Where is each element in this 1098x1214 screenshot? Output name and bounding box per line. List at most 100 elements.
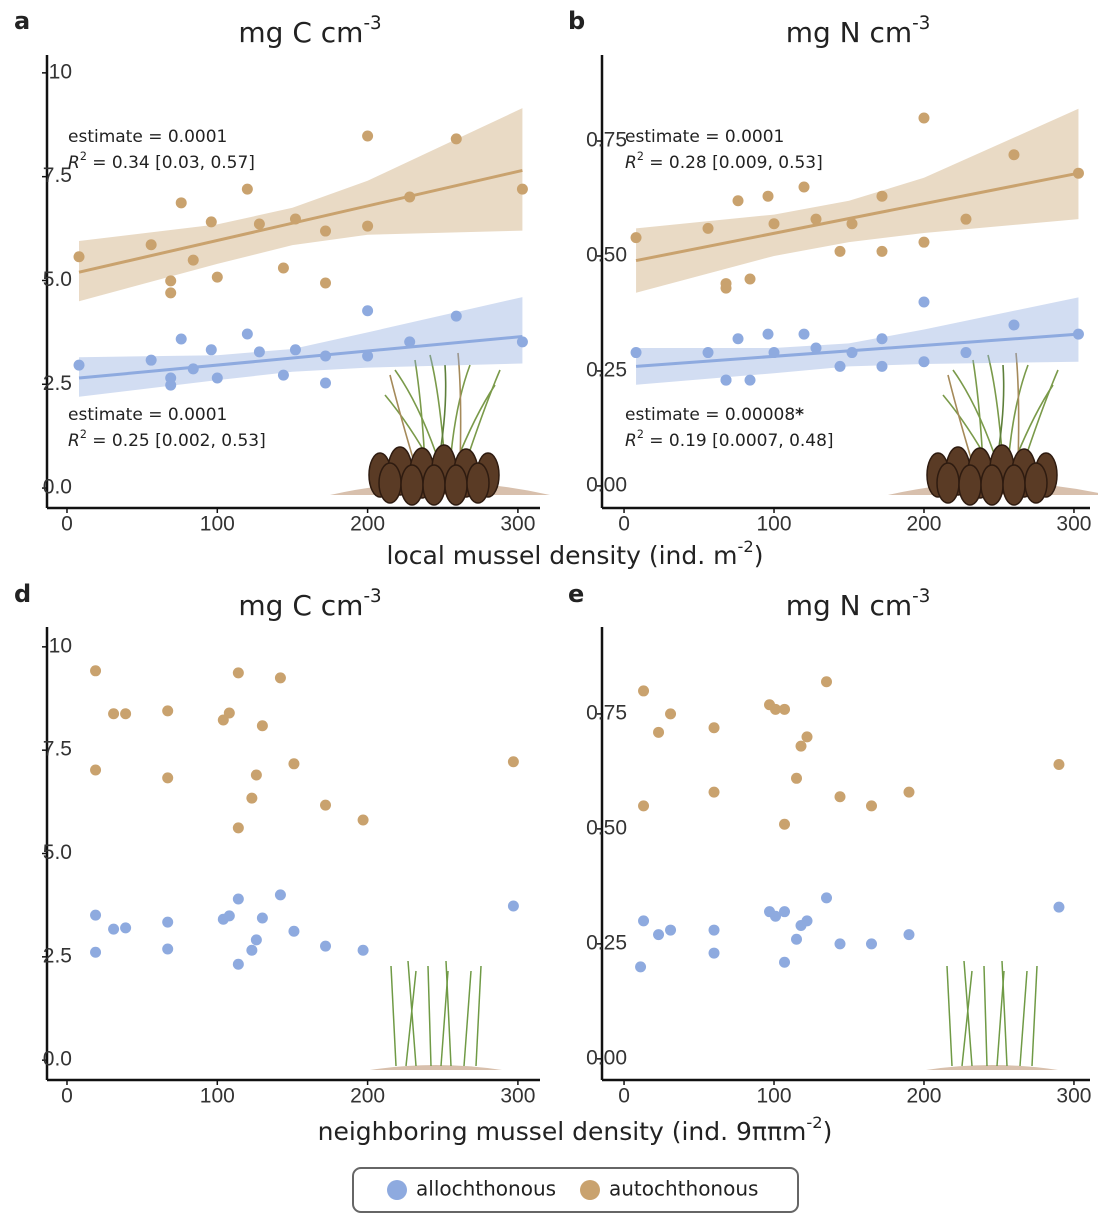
point — [1008, 149, 1020, 161]
y-tick-label: 0.75 — [586, 129, 627, 152]
fit-line — [78, 168, 523, 274]
x-tick-label: 100 — [200, 513, 235, 536]
point — [834, 360, 846, 372]
y-tick-label: 5.0 — [43, 268, 72, 291]
point — [903, 786, 915, 798]
point — [653, 929, 665, 941]
point — [205, 216, 217, 228]
point — [145, 354, 157, 366]
r2-text-part: = 0.34 [0.03, 0.57] — [87, 153, 255, 173]
point — [120, 708, 132, 720]
confidence-band — [636, 108, 1079, 293]
point — [960, 213, 972, 225]
point — [720, 282, 732, 294]
point — [211, 372, 223, 384]
point — [708, 924, 720, 936]
r2-text: R2 = 0.25 [0.002, 0.53] — [68, 428, 266, 452]
point — [250, 769, 262, 781]
point — [211, 271, 223, 283]
point — [744, 374, 756, 386]
point — [516, 336, 528, 348]
y-tick-label: 5.0 — [43, 841, 72, 864]
point — [918, 356, 930, 368]
point — [635, 961, 647, 973]
point — [770, 703, 782, 715]
illustration — [330, 352, 1098, 1070]
confidence-band — [79, 108, 523, 302]
point — [404, 191, 416, 203]
y-tick-label: 0.50 — [586, 816, 627, 839]
estimate-text: estimate = 0.0001 — [68, 127, 227, 147]
point — [289, 213, 301, 225]
x-axis-label: local mussel density (ind. m-2) — [387, 537, 764, 570]
point — [876, 360, 888, 372]
point — [1072, 167, 1084, 179]
point — [90, 764, 102, 776]
point — [876, 190, 888, 202]
point — [653, 726, 665, 738]
x-tick-label: 0 — [61, 513, 73, 536]
r2-text-part: 2 — [80, 150, 87, 163]
point — [865, 800, 877, 812]
point — [791, 933, 803, 945]
estimate-text: estimate = 0.0001 — [68, 405, 227, 425]
point — [762, 190, 774, 202]
point — [876, 245, 888, 257]
x-tick-label: 0 — [61, 1085, 73, 1108]
panel-letter: a — [14, 7, 30, 35]
x-tick-label: 0 — [618, 1085, 630, 1108]
point — [362, 350, 374, 362]
estimate-text: estimate = 0.0001 — [625, 127, 784, 147]
point — [289, 344, 301, 356]
point — [246, 944, 258, 956]
x-axis-label: neighboring mussel density (ind. 9ππm-2) — [318, 1113, 833, 1146]
point — [162, 943, 174, 955]
y-tick-label: 0.25 — [586, 358, 627, 381]
y-tick-label: 7.5 — [43, 738, 72, 761]
point — [1008, 319, 1020, 331]
estimate-text-part: * — [795, 405, 804, 425]
x-tick-label: 300 — [1056, 1085, 1091, 1108]
panel-title: mg C cm-3 — [238, 13, 381, 50]
point — [90, 946, 102, 958]
point — [918, 296, 930, 308]
point — [162, 705, 174, 717]
fit-line — [635, 171, 1079, 263]
point — [876, 333, 888, 345]
r2-text-part: R — [625, 431, 637, 451]
point — [320, 277, 332, 289]
estimate-text-part: estimate = 0.0001 — [625, 127, 784, 147]
fit-line — [635, 332, 1079, 368]
x-tick-label: 200 — [350, 1085, 385, 1108]
point — [821, 676, 833, 688]
point — [250, 934, 262, 946]
panel-title-part: -3 — [912, 13, 930, 34]
r2-text-part: 2 — [80, 428, 87, 441]
point — [320, 799, 332, 811]
point — [175, 333, 187, 345]
point — [507, 900, 519, 912]
legend-swatch — [387, 1180, 407, 1200]
y-tick-label: 0.25 — [586, 931, 627, 954]
point — [256, 720, 268, 732]
point — [232, 667, 244, 679]
estimate-text-part: estimate = 0.0001 — [68, 127, 227, 147]
point — [241, 183, 253, 195]
point — [288, 925, 300, 937]
point — [638, 685, 650, 697]
point — [120, 922, 132, 934]
y-tick-label: 0.50 — [586, 244, 627, 267]
point — [165, 275, 177, 287]
point — [288, 758, 300, 770]
point — [162, 916, 174, 928]
estimate-text: estimate = 0.00008* — [625, 405, 804, 425]
point — [801, 915, 813, 927]
x-axis-label-part: -2 — [738, 537, 754, 556]
x-tick-label: 100 — [756, 1085, 791, 1108]
point — [108, 708, 120, 720]
y-tick-label: 0.75 — [586, 701, 627, 724]
r2-text-part: R — [68, 431, 80, 451]
x-axis-label-part: -2 — [806, 1113, 822, 1132]
point — [162, 772, 174, 784]
